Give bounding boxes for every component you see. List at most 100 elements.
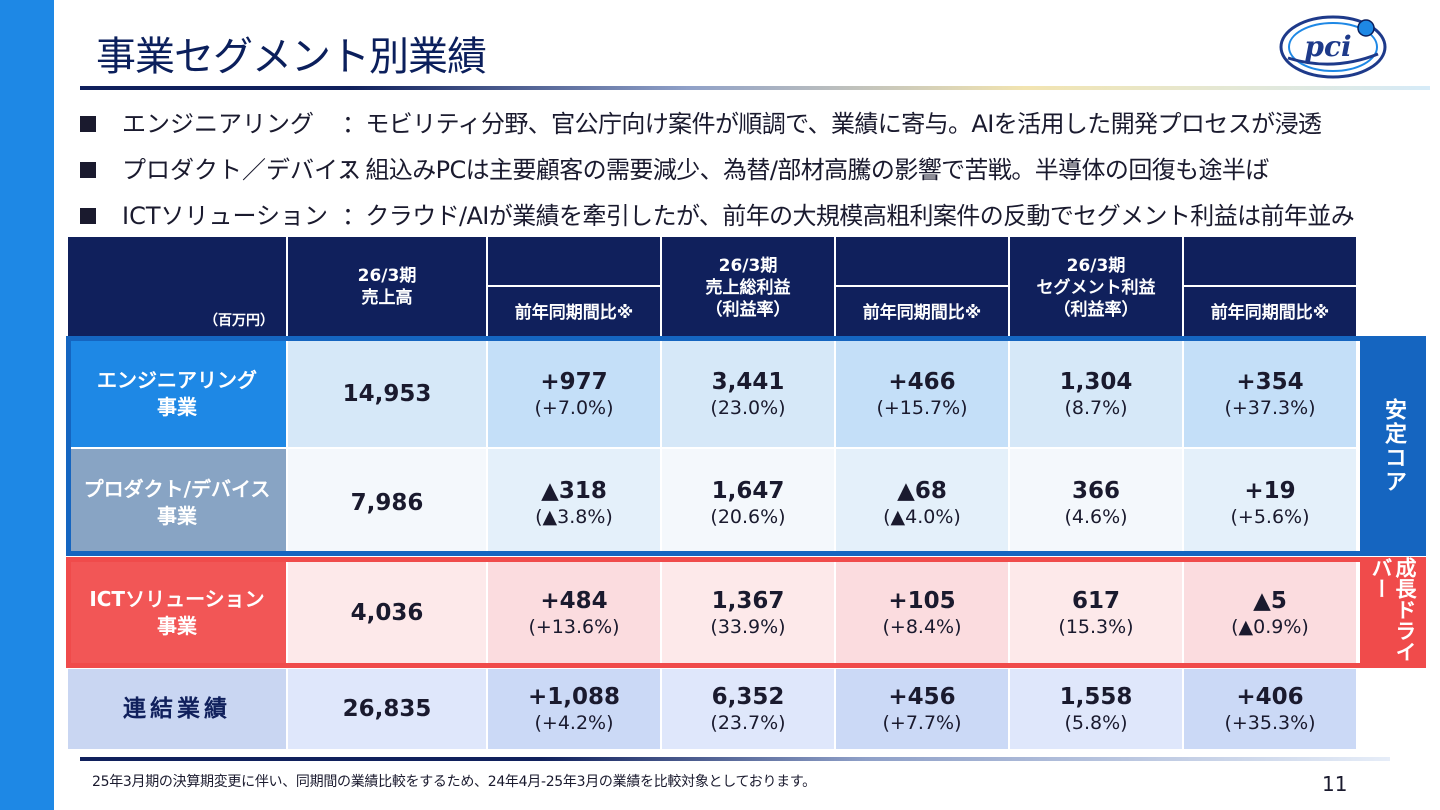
sp-yoy-cell: +406 (+35.3%) bbox=[1182, 667, 1358, 751]
table-row-product-device: プロダクト/デバイス 事業 7,986 ▲318 (▲3.8%) 1,647 (20… bbox=[66, 447, 1358, 558]
segment-results-table: （百万円） 26/3期 売上高 26/3期 売上総利益 （利益率） 26/3期 … bbox=[66, 235, 1358, 751]
bullet-ict: ICTソリューション ：クラウド/AIが業績を牽引したが、前年の大規模高粗利案件… bbox=[74, 196, 1434, 242]
sales-yoy-cell: +977 (+7.0%) bbox=[486, 338, 662, 449]
sp-value: 1,558 bbox=[1059, 684, 1133, 710]
sp-value: 1,304 bbox=[1059, 368, 1133, 395]
gp-yoy-cell: +456 (+7.7%) bbox=[834, 667, 1010, 751]
sales-yoy-value: +977 bbox=[540, 368, 608, 395]
bullet-segment: エンジニアリング bbox=[122, 110, 314, 138]
sp-cell: 366 (4.6%) bbox=[1008, 447, 1184, 558]
left-accent-bar bbox=[0, 0, 54, 810]
svg-text:pci: pci bbox=[1304, 30, 1351, 63]
bullet-engineering: エンジニアリング ：モビリティ分野、官公庁向け案件が順調で、業績に寄与。AIを活… bbox=[74, 104, 1434, 150]
gp-rate: (23.0%) bbox=[710, 396, 786, 419]
bullet-square-icon bbox=[80, 162, 96, 178]
gp-value: 1,647 bbox=[711, 477, 785, 504]
bullet-product-device: プロダクト／デバイス ：組込みPCは主要顧客の需要減少、為替/部材高騰の影響で苦… bbox=[74, 150, 1434, 196]
sp-cell: 1,558 (5.8%) bbox=[1008, 667, 1184, 751]
page-title: 事業セグメント別業績 bbox=[96, 34, 487, 80]
page-number: 11 bbox=[1322, 772, 1348, 796]
header-empty bbox=[1182, 235, 1358, 287]
sp-rate: (8.7%) bbox=[1064, 396, 1128, 419]
gp-yoy-pct: (+8.4%) bbox=[882, 615, 962, 638]
header-sp-yoy: 前年同期間比※ bbox=[1182, 285, 1358, 340]
gp-value: 1,367 bbox=[711, 587, 785, 614]
table-row-ict: ICTソリューション 事業 4,036 +484 (+13.6%) 1,367 (3… bbox=[66, 556, 1358, 669]
gp-yoy-pct: (+7.7%) bbox=[882, 712, 962, 734]
sales-yoy-pct: (+13.6%) bbox=[528, 615, 620, 638]
sales-yoy-pct: (+7.0%) bbox=[534, 396, 614, 419]
gp-rate: (20.6%) bbox=[710, 505, 786, 528]
gp-yoy-pct: (+15.7%) bbox=[876, 396, 968, 419]
sp-yoy-value: +406 bbox=[1236, 684, 1304, 710]
sp-yoy-pct: (+37.3%) bbox=[1224, 396, 1316, 419]
gp-yoy-cell: ▲68 (▲4.0%) bbox=[834, 447, 1010, 558]
bullet-description: ：組込みPCは主要顧客の需要減少、為替/部材高騰の影響で苦戦。半導体の回復も途半… bbox=[342, 156, 1269, 184]
sp-cell: 617 (15.3%) bbox=[1008, 556, 1184, 669]
row-label: プロダクト/デバイス 事業 bbox=[66, 447, 288, 558]
header-segment-profit: 26/3期 セグメント利益 （利益率） bbox=[1008, 235, 1184, 340]
gp-yoy-value: ▲68 bbox=[897, 477, 947, 504]
gp-value: 6,352 bbox=[711, 684, 785, 710]
sp-yoy-cell: +19 (+5.6%) bbox=[1182, 447, 1358, 558]
sp-cell: 1,304 (8.7%) bbox=[1008, 338, 1184, 449]
unit-label: （百万円） bbox=[66, 235, 288, 340]
sales-yoy-value: ▲318 bbox=[541, 477, 607, 504]
gp-yoy-value: +105 bbox=[888, 587, 956, 614]
sales-cell: 7,986 bbox=[286, 447, 488, 558]
bullet-segment: ICTソリューション bbox=[122, 202, 329, 230]
sp-yoy-cell: +354 (+37.3%) bbox=[1182, 338, 1358, 449]
row-label: ICTソリューション 事業 bbox=[66, 556, 288, 669]
bullet-square-icon bbox=[80, 208, 96, 224]
sp-yoy-cell: ▲5 (▲0.9%) bbox=[1182, 556, 1358, 669]
sales-cell: 14,953 bbox=[286, 338, 488, 449]
gp-cell: 1,367 (33.9%) bbox=[660, 556, 836, 669]
gp-yoy-cell: +105 (+8.4%) bbox=[834, 556, 1010, 669]
gp-yoy-cell: +466 (+15.7%) bbox=[834, 338, 1010, 449]
sales-yoy-value: +1,088 bbox=[527, 684, 621, 710]
bullet-description: ：モビリティ分野、官公庁向け案件が順調で、業績に寄与。AIを活用した開発プロセス… bbox=[342, 110, 1322, 138]
gp-yoy-pct: (▲4.0%) bbox=[883, 505, 961, 528]
sales-yoy-cell: ▲318 (▲3.8%) bbox=[486, 447, 662, 558]
header-empty bbox=[486, 235, 662, 287]
sp-yoy-value: ▲5 bbox=[1253, 587, 1287, 614]
segment-summary: エンジニアリング ：モビリティ分野、官公庁向け案件が順調で、業績に寄与。AIを活… bbox=[74, 104, 1434, 242]
header-gross-profit: 26/3期 売上総利益 （利益率） bbox=[660, 235, 836, 340]
sales-yoy-cell: +484 (+13.6%) bbox=[486, 556, 662, 669]
gp-cell: 1,647 (20.6%) bbox=[660, 447, 836, 558]
sp-yoy-pct: (+35.3%) bbox=[1224, 712, 1316, 734]
stable-core-label: 安定コア bbox=[1360, 336, 1426, 556]
sales-yoy-pct: (+4.2%) bbox=[534, 712, 614, 734]
bullet-description: ：クラウド/AIが業績を牽引したが、前年の大規模高粗利案件の反動でセグメント利益… bbox=[342, 202, 1355, 230]
gp-cell: 6,352 (23.7%) bbox=[660, 667, 836, 751]
row-label: エンジニアリング 事業 bbox=[66, 338, 288, 449]
gp-value: 3,441 bbox=[711, 368, 785, 395]
bullet-square-icon bbox=[80, 116, 96, 132]
sales-cell: 4,036 bbox=[286, 556, 488, 669]
bullet-segment: プロダクト／デバイス bbox=[122, 156, 362, 184]
gp-cell: 3,441 (23.0%) bbox=[660, 338, 836, 449]
growth-driver-label: 成長ドライバー bbox=[1360, 557, 1426, 668]
header-empty bbox=[834, 235, 1010, 287]
sales-cell: 26,835 bbox=[286, 667, 488, 751]
footnote: 25年3月期の決算期変更に伴い、同期間の業績比較をするため、24年4月-25年3… bbox=[92, 774, 816, 790]
sp-value: 366 bbox=[1071, 477, 1120, 504]
table-row-consolidated: 連結業績 26,835 +1,088 (+4.2%) 6,352 (23.7%) +… bbox=[66, 667, 1358, 751]
sp-rate: (5.8%) bbox=[1064, 712, 1128, 734]
sales-yoy-value: +484 bbox=[540, 587, 608, 614]
sp-rate: (4.6%) bbox=[1064, 505, 1128, 528]
sp-yoy-value: +19 bbox=[1244, 477, 1296, 504]
footer-divider bbox=[80, 757, 1390, 761]
table-row-engineering: エンジニアリング 事業 14,953 +977 (+7.0%) 3,441 (23.… bbox=[66, 338, 1358, 449]
sp-value: 617 bbox=[1071, 587, 1120, 614]
sales-yoy-cell: +1,088 (+4.2%) bbox=[486, 667, 662, 751]
header-sales: 26/3期 売上高 bbox=[286, 235, 488, 340]
title-divider bbox=[80, 86, 1430, 90]
pci-logo: pci bbox=[1279, 15, 1387, 79]
sp-rate: (15.3%) bbox=[1058, 615, 1134, 638]
gp-yoy-value: +466 bbox=[888, 368, 956, 395]
gp-rate: (23.7%) bbox=[710, 712, 786, 734]
header-gp-yoy: 前年同期間比※ bbox=[834, 285, 1010, 340]
sp-yoy-pct: (+5.6%) bbox=[1230, 505, 1310, 528]
sp-yoy-value: +354 bbox=[1236, 368, 1304, 395]
